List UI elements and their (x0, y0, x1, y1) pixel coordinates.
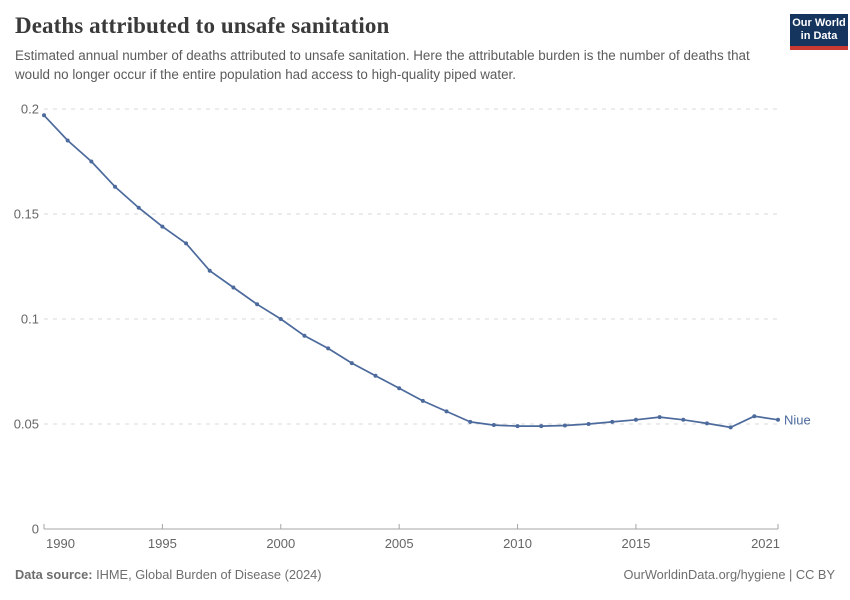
chart-subtitle: Estimated annual number of deaths attrib… (15, 48, 750, 83)
data-point-2016[interactable] (657, 415, 662, 420)
data-point-1991[interactable] (65, 138, 70, 143)
x-axis-label-2000: 2000 (266, 536, 295, 551)
data-point-2005[interactable] (397, 386, 402, 391)
data-point-2021[interactable] (776, 417, 780, 422)
owid-logo-box: Our World in Data (790, 14, 848, 46)
y-axis-label-0.2: 0.2 (21, 102, 39, 117)
data-point-1999[interactable] (255, 302, 260, 307)
data-point-1990[interactable] (42, 113, 46, 118)
attribution-link[interactable]: OurWorldinData.org/hygiene | CC BY (623, 567, 836, 582)
data-source-text: IHME, Global Burden of Disease (2024) (92, 567, 322, 582)
data-point-2013[interactable] (586, 422, 591, 426)
owid-logo[interactable]: Our World in Data (790, 14, 848, 50)
x-axis-label-2021: 2021 (751, 536, 780, 551)
data-point-2001[interactable] (302, 333, 307, 338)
x-axis-label-2015: 2015 (621, 536, 650, 551)
data-point-1993[interactable] (113, 184, 118, 189)
data-point-1994[interactable] (136, 205, 141, 210)
data-point-2008[interactable] (468, 419, 473, 424)
y-axis-label-0: 0 (32, 522, 39, 537)
data-point-1996[interactable] (184, 241, 189, 246)
line-series-niue[interactable] (43, 114, 779, 429)
data-point-1998[interactable] (231, 285, 236, 290)
data-point-2006[interactable] (420, 398, 425, 403)
data-point-1995[interactable] (160, 224, 165, 229)
y-axis-label-0.15: 0.15 (14, 207, 39, 222)
data-source-label: Data source: (15, 567, 93, 582)
data-point-2018[interactable] (704, 421, 709, 426)
data-point-2015[interactable] (633, 417, 638, 422)
data-point-1992[interactable] (89, 159, 94, 164)
data-point-2004[interactable] (373, 373, 378, 378)
data-point-2020[interactable] (752, 414, 757, 419)
y-axis-label-0.1: 0.1 (21, 312, 39, 327)
data-point-2019[interactable] (728, 425, 733, 430)
data-point-1997[interactable] (207, 268, 212, 273)
data-source-note: Data source: IHME, Global Burden of Dise… (15, 567, 322, 582)
owid-logo-line1: Our World (792, 17, 846, 29)
data-point-2000[interactable] (278, 317, 283, 321)
x-axis-label-2005: 2005 (385, 536, 414, 551)
data-point-2007[interactable] (444, 409, 449, 414)
x-axis-label-1990: 1990 (46, 536, 75, 551)
data-point-2012[interactable] (562, 423, 567, 428)
data-point-2014[interactable] (610, 419, 615, 424)
data-point-2017[interactable] (681, 417, 686, 422)
chart-header: Deaths attributed to unsafe sanitation E… (15, 0, 835, 84)
owid-logo-line2: in Data (800, 29, 838, 42)
series-label-niue[interactable]: Niue (784, 412, 811, 427)
chart-footer: Data source: IHME, Global Burden of Dise… (15, 567, 835, 582)
owid-logo-accent-strip (790, 46, 848, 50)
data-point-2009[interactable] (491, 423, 496, 428)
data-point-2003[interactable] (349, 361, 354, 366)
x-axis-label-2010: 2010 (503, 536, 532, 551)
data-point-2002[interactable] (326, 346, 331, 351)
page-title: Deaths attributed to unsafe sanitation (15, 13, 390, 38)
data-point-2010[interactable] (515, 424, 520, 429)
y-axis-label-0.05: 0.05 (14, 417, 39, 432)
data-point-2011[interactable] (539, 424, 544, 429)
x-axis-label-1995: 1995 (148, 536, 177, 551)
